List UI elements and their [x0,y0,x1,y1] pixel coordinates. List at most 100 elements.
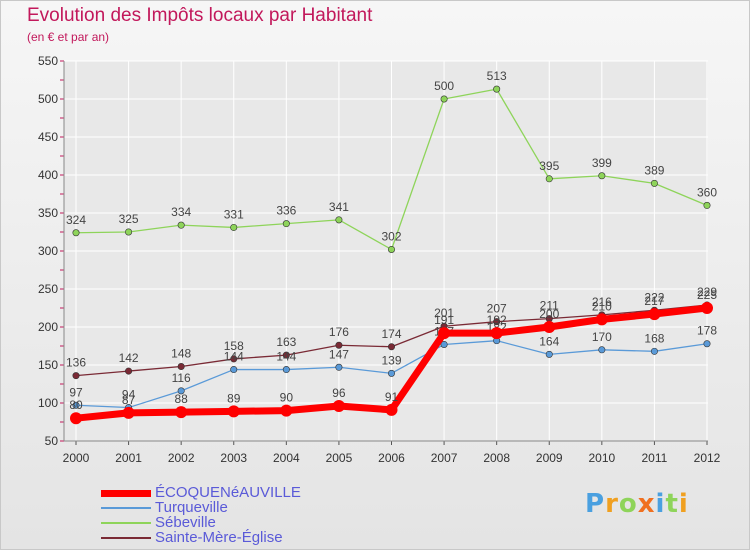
series-3-point [438,327,451,340]
series-3-data-label: 217 [644,294,664,308]
series-1-data-label: 229 [697,285,717,299]
x-tick-label: 2009 [536,451,563,465]
series-2-data-label: 144 [276,350,296,364]
x-tick-label: 2003 [220,451,247,465]
series-0-point [493,85,501,93]
series-3-data-label: 210 [592,299,612,313]
series-1-data-label: 222 [644,290,664,304]
series-0-data-label: 513 [487,69,507,83]
series-2-data-label: 170 [592,330,612,344]
series-0-data-label: 334 [171,205,191,219]
series-0-data-label: 302 [381,229,401,243]
series-2-data-label: 97 [69,385,83,399]
series-2-point [177,387,185,395]
series-2-point [545,350,553,358]
series-0-data-label: 324 [66,213,86,227]
legend-label: Sainte-Mère-Église [155,529,283,546]
y-tick-label: 500 [38,92,58,106]
series-3-point [595,313,608,326]
series-0-data-label: 399 [592,156,612,170]
series-3-point [280,404,293,417]
x-tick-label: 2012 [694,451,721,465]
x-tick-label: 2006 [378,451,405,465]
series-3-point [385,403,398,416]
series-3-data-label: 88 [174,392,188,406]
y-tick-label: 550 [38,54,58,68]
series-3-data-label: 96 [332,386,346,400]
series-0-data-label: 389 [644,163,664,177]
series-0-point [230,223,238,231]
series-1-data-label: 211 [540,299,559,313]
series-3-point [122,406,135,419]
x-tick-label: 2001 [115,451,142,465]
series-1-data-label: 163 [276,335,296,349]
legend-swatch [101,537,151,539]
x-tick-label: 2010 [588,451,615,465]
series-1-data-label: 216 [592,295,612,309]
series-3-data-label: 87 [122,393,136,407]
series-0-data-label: 336 [276,204,296,218]
series-2-point [230,366,238,374]
series-0-data-label: 331 [224,207,244,221]
series-0-point [440,95,448,103]
series-3-point [175,406,188,419]
x-tick-label: 2000 [63,451,90,465]
series-3-data-label: 91 [385,390,399,404]
series-0-point [72,229,80,237]
series-3-data-label: 192 [487,313,507,327]
x-tick-label: 2007 [431,451,458,465]
series-2-data-label: 168 [644,331,664,345]
series-1-point [335,341,343,349]
y-tick-label: 450 [38,130,58,144]
series-0-point [282,220,290,228]
series-0-point [335,216,343,224]
series-1-data-label: 136 [66,356,86,370]
series-2-data-label: 116 [172,371,191,385]
series-1-point [125,367,133,375]
series-0-data-label: 325 [119,212,139,226]
legend-label: Sébeville [155,514,216,531]
series-1-data-label: 201 [434,306,454,320]
series-0-data-label: 500 [434,79,454,93]
series-0-data-label: 360 [697,185,717,199]
series-1-point [72,372,80,380]
series-3-data-label: 90 [280,391,294,405]
series-2-data-label: 147 [329,347,349,361]
series-0-point [598,172,606,180]
series-0-point [125,228,133,236]
y-tick-label: 150 [38,358,58,372]
series-3-point [70,412,82,425]
chart-title: Evolution des Impôts locaux par Habitant [27,5,373,26]
x-tick-label: 2004 [273,451,300,465]
series-3-point [701,302,713,314]
series-3-data-label: 191 [434,313,454,327]
series-3-point [227,405,240,418]
series-0-point [703,201,711,209]
series-0-point [177,221,185,229]
series-1-data-label: 142 [119,351,139,365]
series-2-point [703,340,711,348]
series-0-point [387,245,395,253]
series-2-point [335,363,343,371]
x-tick-label: 2002 [168,451,195,465]
proxiti-logo: Proxiti [585,489,689,519]
series-2-point [387,369,395,377]
series-2-data-label: 164 [539,334,559,348]
series-2-data-label: 94 [122,388,136,402]
series-2-data-label: 178 [697,324,717,338]
y-tick-label: 250 [38,282,58,296]
series-1-point [282,351,290,359]
series-3-point [490,327,503,340]
y-tick-label: 350 [38,206,58,220]
y-tick-label: 400 [38,168,58,182]
series-2-point [650,347,658,355]
series-1-data-label: 207 [487,302,507,316]
series-0-data-label: 341 [329,200,349,214]
series-3-data-label: 200 [539,307,559,321]
series-3-data-label: 89 [227,391,241,405]
chart-subtitle: (en € et par an) [27,30,110,44]
series-2-point [598,346,606,354]
series-1-point [177,363,185,371]
series-3-data-label: 80 [69,398,83,412]
y-tick-label: 50 [45,434,59,448]
